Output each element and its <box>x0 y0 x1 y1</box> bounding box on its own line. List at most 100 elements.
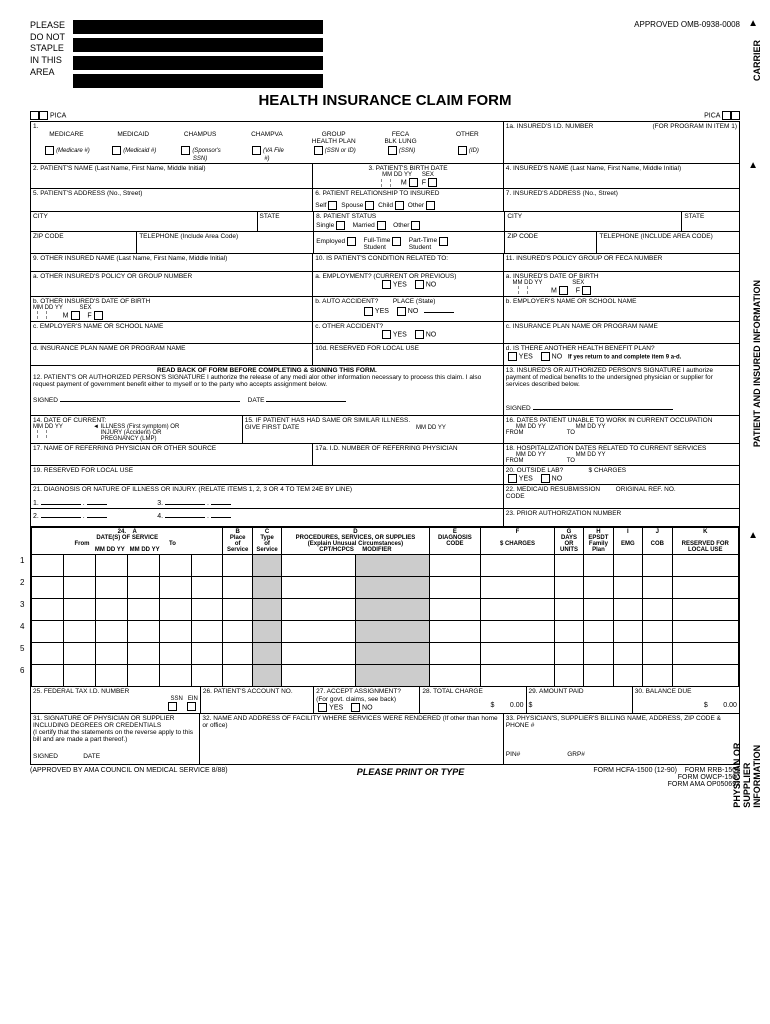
lbl-zip: ZIP CODE <box>33 233 64 240</box>
chk-27-yes[interactable] <box>318 703 327 712</box>
chk-spouse[interactable] <box>365 201 374 210</box>
lbl-signed-13: SIGNED <box>506 405 531 412</box>
chk-10b-yes[interactable] <box>364 307 373 316</box>
chk-champus[interactable] <box>181 146 190 155</box>
footer-r1: FORM HCFA-1500 (12-90) <box>593 767 677 774</box>
chk-married[interactable] <box>377 221 386 230</box>
chk-pt[interactable] <box>439 237 448 246</box>
lbl-no-10b: NO <box>408 308 419 315</box>
chk-sex-f[interactable] <box>428 178 437 187</box>
chk-20-no[interactable] <box>541 474 550 483</box>
lbl-8: 8. PATIENT STATUS <box>316 213 502 220</box>
lbl-10c: c. OTHER ACCIDENT? <box>315 323 501 330</box>
chk-ssn[interactable] <box>168 702 177 711</box>
lbl-9: 9. OTHER INSURED NAME (Last Name, First … <box>33 255 227 262</box>
chk-11a-f[interactable] <box>582 286 591 295</box>
lbl-11d: d. IS THERE ANOTHER HEALTH BENEFIT PLAN? <box>506 345 737 352</box>
chk-20-yes[interactable] <box>508 474 517 483</box>
lbl-yes-11d: YES <box>519 353 533 360</box>
service-row[interactable]: 3 <box>32 599 739 621</box>
form-title: HEALTH INSURANCE CLAIM FORM <box>30 92 740 109</box>
claim-form-page: ▲ CARRIER ▲ PATIENT AND INSURED INFORMAT… <box>0 0 770 808</box>
chk-other8[interactable] <box>411 221 420 230</box>
chk-11a-m[interactable] <box>559 286 568 295</box>
sub-medicare: (Medicare #) <box>56 148 90 154</box>
lbl-12-head: READ BACK OF FORM BEFORE COMPLETING & SI… <box>33 367 501 374</box>
chk-medicaid[interactable] <box>112 146 121 155</box>
lbl-m: M <box>401 180 407 187</box>
lbl-self: Self <box>315 203 326 210</box>
chk-ft[interactable] <box>392 237 401 246</box>
chk-11d-yes[interactable] <box>508 352 517 361</box>
sub-medicaid: (Medicaid #) <box>123 148 156 154</box>
lbl-6: 6. PATIENT RELATIONSHIP TO INSURED <box>315 190 501 197</box>
lbl-medicaid: MEDICAID <box>117 131 149 138</box>
chk-champva[interactable] <box>252 146 261 155</box>
arrow-icon: ▲ <box>748 18 758 29</box>
lbl-medicare: MEDICARE <box>49 131 83 138</box>
chk-emp[interactable] <box>347 237 356 246</box>
top-bar: PLEASE DO NOT STAPLE IN THIS AREA APPROV… <box>30 20 740 88</box>
footer-r2: FORM OWCP-1500 <box>593 774 740 781</box>
side-label-patient: PATIENT AND INSURED INFORMATION <box>752 280 762 447</box>
lbl-date-31: DATE <box>83 753 100 760</box>
lbl-yes-27: YES <box>329 704 343 711</box>
chk-ein[interactable] <box>187 702 196 711</box>
chk-medicare[interactable] <box>45 146 54 155</box>
hdr-dd2: DD <box>141 547 150 553</box>
lbl-tel: TELEPHONE (Include Area Code) <box>139 233 238 240</box>
lbl-15-mmddyy: MM DD YY <box>416 425 446 431</box>
service-row[interactable]: 4 <box>32 621 739 643</box>
lbl-yes-10b: YES <box>375 308 389 315</box>
chk-sex-m[interactable] <box>409 178 418 187</box>
lbl-9c: c. EMPLOYER'S NAME OR SCHOOL NAME <box>33 323 163 330</box>
service-row[interactable]: 1 <box>32 555 739 577</box>
lbl-1a: 1a. INSURED'S I.D. NUMBER <box>506 123 594 130</box>
hdr-cpt: CPT/HCPCS <box>319 547 354 553</box>
service-row[interactable]: 2 <box>32 577 739 599</box>
chk-child[interactable] <box>395 201 404 210</box>
chk-other6[interactable] <box>426 201 435 210</box>
service-row[interactable]: 5 <box>32 643 739 665</box>
chk-9b-f[interactable] <box>94 311 103 320</box>
chk-11d-no[interactable] <box>541 352 550 361</box>
lbl-10d: 10d. RESERVED FOR LOCAL USE <box>315 345 419 352</box>
chk-10c-no[interactable] <box>415 330 424 339</box>
chk-single[interactable] <box>336 221 345 230</box>
lbl-15: 15. IF PATIENT HAS HAD SAME OR SIMILAR I… <box>245 417 410 431</box>
lbl-22: 22. MEDICAID RESUBMISSION CODE <box>506 486 600 500</box>
chk-10a-yes[interactable] <box>382 280 391 289</box>
lbl-state: STATE <box>260 213 280 220</box>
lbl-14: 14. DATE OF CURRENT: <box>33 417 106 424</box>
lbl-20: 20. OUTSIDE LAB? <box>506 467 563 474</box>
lbl-11a-f: F <box>576 287 580 294</box>
chk-feca[interactable] <box>388 146 397 155</box>
lbl-10: 10. IS PATIENT'S CONDITION RELATED TO: <box>315 255 448 262</box>
val-30: 0.00 <box>723 702 737 709</box>
footer-r3: FORM AMA OP050692 <box>593 781 740 788</box>
hdr-yy1: YY <box>117 547 125 553</box>
chk-group[interactable] <box>314 146 323 155</box>
lbl-31: 31. SIGNATURE OF PHYSICIAN OR SUPPLIER I… <box>33 715 197 744</box>
service-row[interactable]: 6 <box>32 665 739 687</box>
chk-other[interactable] <box>458 146 467 155</box>
lbl-4: 4. INSURED'S NAME (Last Name, First Name… <box>506 165 681 172</box>
chk-27-no[interactable] <box>351 703 360 712</box>
service-table: 24. ADATE(S) OF SERVICE FromTo MM DD YY … <box>31 527 739 687</box>
staple-warning: PLEASE DO NOT STAPLE IN THIS AREA <box>30 20 65 78</box>
hdr-type: Type of Service <box>256 535 277 553</box>
chk-9b-m[interactable] <box>71 311 80 320</box>
chk-self[interactable] <box>328 201 337 210</box>
chk-10c-yes[interactable] <box>382 330 391 339</box>
lbl-no-20: NO <box>552 476 563 483</box>
lbl-14-sub: ILLNESS (First symptom) OR INJURY (Accid… <box>101 424 180 442</box>
lbl-7: 7. INSURED'S ADDRESS (No., Street) <box>506 190 618 197</box>
lbl-yes: YES <box>393 281 407 288</box>
lbl-22-ref: ORIGINAL REF. NO. <box>616 486 676 493</box>
lbl-26: 26. PATIENT'S ACCOUNT NO. <box>203 688 293 695</box>
hdr-F: F <box>516 529 520 535</box>
chk-10a-no[interactable] <box>415 280 424 289</box>
chk-10b-no[interactable] <box>397 307 406 316</box>
lbl-18: 18. HOSPITALIZATION DATES RELATED TO CUR… <box>506 445 737 452</box>
footer: (APPROVED BY AMA COUNCIL ON MEDICAL SERV… <box>30 767 740 788</box>
